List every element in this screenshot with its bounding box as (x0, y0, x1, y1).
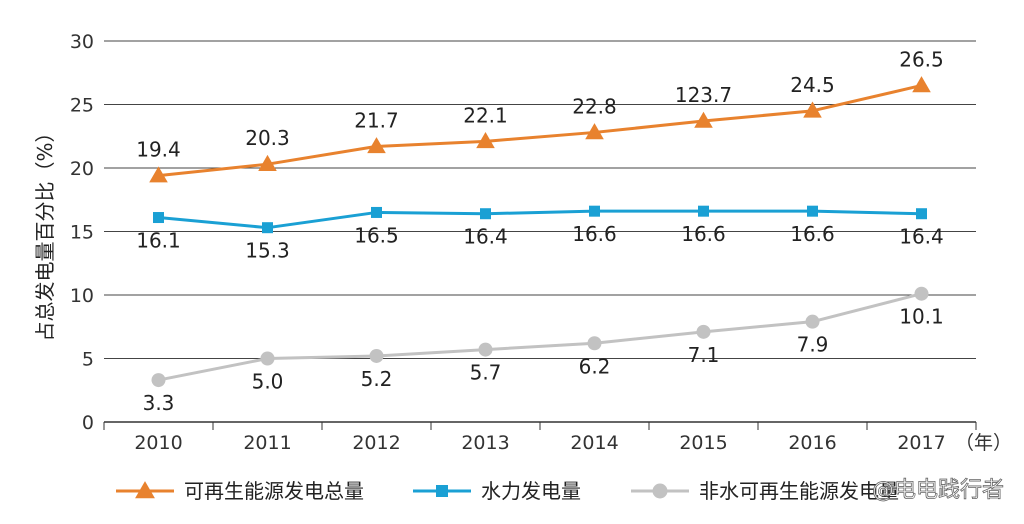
watermark-text: @电电践行者 (872, 478, 1004, 503)
data-label: 10.1 (899, 305, 944, 329)
data-point (149, 166, 168, 183)
data-label: 16.4 (899, 225, 944, 249)
data-point (367, 137, 386, 154)
data-label: 26.5 (899, 47, 944, 71)
legend: 可再生能源发电总量 水力发电量 非水可再生能源发电量 (116, 479, 899, 503)
data-label: 16.5 (354, 223, 399, 247)
data-point (805, 314, 820, 329)
data-point (258, 154, 277, 171)
series-line (158, 83, 922, 178)
series-2 (153, 205, 927, 234)
data-point (260, 351, 275, 366)
legend-label: 可再生能源发电总量 (184, 479, 364, 503)
data-label: 5.0 (252, 370, 284, 394)
y-tick-label: 25 (70, 95, 94, 117)
data-label: 19.4 (136, 138, 181, 162)
data-point (803, 101, 822, 118)
data-labels: 19.4 20.3 21.7 22.1 22.8 123.7 24.5 26.5 16.1 15.… (136, 47, 944, 415)
data-label: 16.6 (572, 222, 617, 246)
legend-item: 非水可再生能源发电量 (631, 479, 899, 503)
data-label: 7.1 (688, 343, 720, 367)
data-label: 123.7 (675, 83, 732, 107)
y-tick-label: 20 (70, 158, 94, 180)
series-3 (151, 286, 929, 388)
series-line (158, 292, 922, 382)
legend-marker (135, 481, 155, 499)
data-point (696, 324, 711, 339)
data-point (153, 212, 164, 224)
data-label: 6.2 (579, 354, 611, 378)
data-point (589, 205, 600, 217)
data-point (480, 208, 491, 220)
legend-item: 可再生能源发电总量 (116, 479, 364, 503)
data-label: 20.3 (245, 126, 290, 150)
y-axis-label: 占总发电量百分比（%） (33, 122, 57, 341)
data-point (916, 208, 927, 220)
data-point (371, 206, 382, 218)
legend-marker (436, 485, 448, 497)
data-point (698, 205, 709, 217)
x-tick-label: 2013 (461, 432, 509, 454)
data-point (587, 336, 602, 351)
data-point (914, 286, 929, 301)
data-label: 15.3 (245, 239, 290, 263)
y-tick-label: 30 (70, 31, 94, 53)
data-point (807, 205, 818, 217)
y-tick-label: 0 (82, 412, 94, 434)
data-label: 16.1 (136, 229, 181, 253)
data-point (476, 132, 495, 149)
x-axis-ticks: 2010 2011 2012 2013 2014 2015 2016 2017 (134, 432, 945, 454)
x-tick-label: 2010 (134, 432, 182, 454)
data-label: 3.3 (143, 391, 175, 415)
legend-label: 水力发电量 (481, 479, 581, 503)
series-line (158, 209, 922, 230)
x-tick-label: 2015 (679, 432, 727, 454)
data-point (585, 123, 604, 140)
data-point (369, 348, 384, 363)
data-label: 21.7 (354, 108, 399, 132)
legend-label: 非水可再生能源发电量 (699, 479, 899, 503)
grid-lines (103, 40, 977, 430)
data-label: 16.6 (790, 222, 835, 246)
data-label: 22.8 (572, 94, 617, 118)
y-axis-ticks: 0 5 10 15 20 25 30 (70, 31, 94, 434)
y-tick-label: 15 (70, 222, 94, 244)
y-tick-label: 5 (82, 349, 94, 371)
x-axis-unit-label: （年） (955, 432, 1012, 454)
data-label: 16.6 (681, 222, 726, 246)
series-group (149, 76, 931, 388)
data-point (262, 222, 273, 234)
data-label: 22.1 (463, 103, 508, 127)
data-label: 16.4 (463, 225, 508, 249)
x-tick-label: 2011 (243, 432, 291, 454)
data-point (694, 111, 713, 128)
legend-marker (652, 483, 668, 499)
legend-item: 水力发电量 (413, 479, 581, 503)
x-tick-label: 2012 (352, 432, 400, 454)
series-1 (149, 76, 931, 183)
x-tick-label: 2014 (570, 432, 618, 454)
y-tick-label: 10 (70, 285, 94, 307)
data-point (912, 76, 931, 93)
data-point (478, 342, 493, 357)
data-label: 24.5 (790, 73, 835, 97)
data-label: 7.9 (797, 333, 829, 357)
x-tick-label: 2017 (897, 432, 945, 454)
data-label: 5.7 (470, 361, 502, 385)
data-label: 5.2 (361, 367, 393, 391)
x-tick-label: 2016 (788, 432, 836, 454)
data-point (151, 373, 166, 388)
